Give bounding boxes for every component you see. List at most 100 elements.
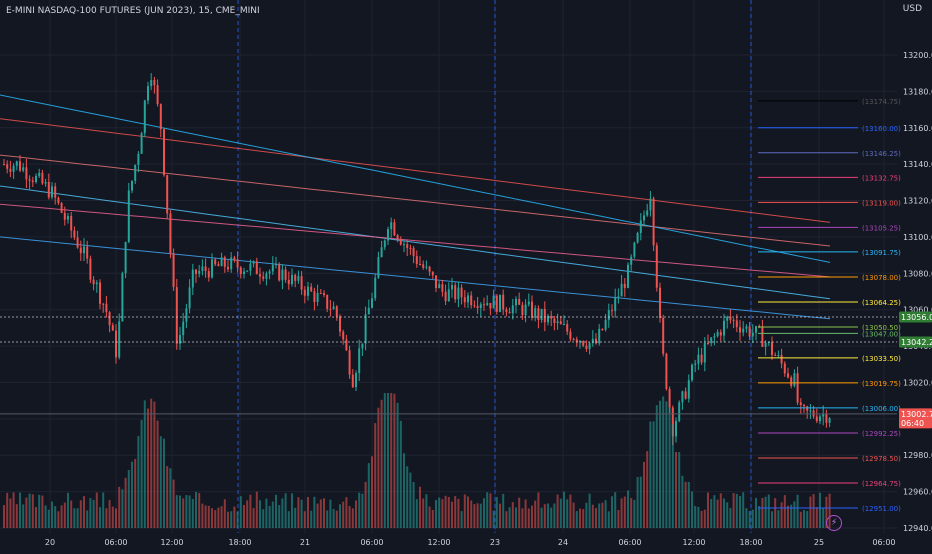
candle-body [335, 306, 338, 317]
candle-body [182, 321, 185, 336]
chart-title: E-MINI NASDAQ-100 FUTURES (JUN 2023), 15… [6, 6, 260, 16]
candle-body [569, 331, 572, 340]
volume-bar [387, 393, 389, 528]
candle-body [323, 293, 325, 295]
candle-body [495, 295, 498, 312]
candle-body [374, 277, 377, 299]
candle-body [137, 153, 140, 166]
x-tick-label: 18:00 [228, 538, 251, 547]
volume-bar [521, 508, 524, 528]
volume-bar [307, 496, 309, 528]
candle-body [617, 296, 620, 298]
volume-bar [633, 499, 636, 528]
candle-body [671, 407, 674, 437]
volume-bar [796, 494, 799, 528]
candle-body [803, 404, 805, 407]
level-label: (12964.75) [862, 480, 901, 488]
candle-body [412, 248, 415, 257]
volume-bar [793, 501, 796, 528]
candle-body [204, 266, 207, 272]
candle-body [425, 266, 428, 268]
volume-bar [591, 504, 594, 528]
volume-bar [595, 508, 597, 528]
volume-bar [121, 489, 124, 528]
volume-bar [547, 503, 549, 528]
candle-body [92, 279, 95, 285]
candle-body [83, 246, 85, 254]
volume-bar [25, 497, 28, 528]
level-label: (13050.50) [862, 324, 901, 332]
level-label: (13019.75) [862, 380, 901, 388]
candle-body [723, 320, 725, 336]
volume-bar [326, 510, 329, 528]
y-tick-label: 12960.00 [903, 488, 932, 497]
volume-bar [780, 502, 783, 528]
volume-bar [319, 499, 322, 528]
volume-bar [316, 503, 319, 528]
candle-body [115, 330, 117, 358]
volume-bar [755, 497, 757, 528]
volume-bar [143, 400, 146, 528]
candle-body [169, 213, 172, 254]
volume-bar [687, 481, 690, 528]
candle-body [764, 342, 767, 347]
volume-bar [54, 506, 57, 528]
candle-body [246, 270, 249, 272]
volume-bar [396, 402, 399, 528]
lightning-icon[interactable]: ⚡ [826, 515, 842, 531]
candle-body [201, 266, 204, 271]
candle-body [275, 264, 277, 266]
volume-bar [15, 504, 18, 528]
vwap-upper-blue [0, 94, 831, 263]
candle-body [99, 282, 101, 304]
volume-bar [134, 459, 137, 528]
volume-bar [623, 496, 626, 528]
candle-body [409, 247, 412, 249]
volume-bar [335, 510, 338, 528]
volume-bar [607, 511, 610, 528]
candle-body [214, 259, 217, 265]
volume-bar [57, 511, 60, 528]
volume-bar [303, 511, 306, 528]
candle-body [662, 317, 665, 354]
volume-bar [447, 496, 450, 528]
candle-body [630, 256, 633, 265]
volume-bar [710, 498, 713, 528]
y-tick-label: 13120.00 [903, 197, 932, 206]
candle-body [473, 305, 476, 307]
candle-body [57, 197, 60, 203]
volume-bar [428, 506, 431, 528]
candle-body [371, 298, 373, 308]
volume-bar [678, 452, 681, 528]
volume-bar [703, 509, 706, 528]
volume-bar [291, 493, 293, 528]
volume-bar [540, 507, 543, 528]
volume-bar [649, 421, 652, 528]
volume-bar [739, 495, 741, 528]
candle-body [313, 291, 316, 302]
candle-body [598, 328, 601, 344]
candle-body [268, 271, 271, 274]
candle-body [108, 312, 111, 326]
candle-body [444, 291, 447, 302]
candle-body [6, 164, 9, 169]
candle-body [67, 215, 69, 220]
level-label: (13132.75) [862, 174, 901, 182]
candle-body [367, 307, 370, 315]
level-label: (13006.00) [862, 405, 901, 413]
volume-bar [51, 501, 53, 528]
candle-body [195, 269, 197, 274]
volume-bar [742, 492, 745, 528]
candle-body [217, 264, 220, 267]
volume-bar [771, 511, 773, 528]
volume-bar [470, 500, 473, 528]
candle-body [147, 86, 149, 101]
candle-body [489, 302, 492, 309]
volume-bar [118, 486, 121, 528]
price-label: 13042.25 [901, 338, 932, 347]
volume-bar [246, 500, 249, 528]
candle-body [559, 321, 562, 325]
volume-bar [102, 492, 105, 528]
